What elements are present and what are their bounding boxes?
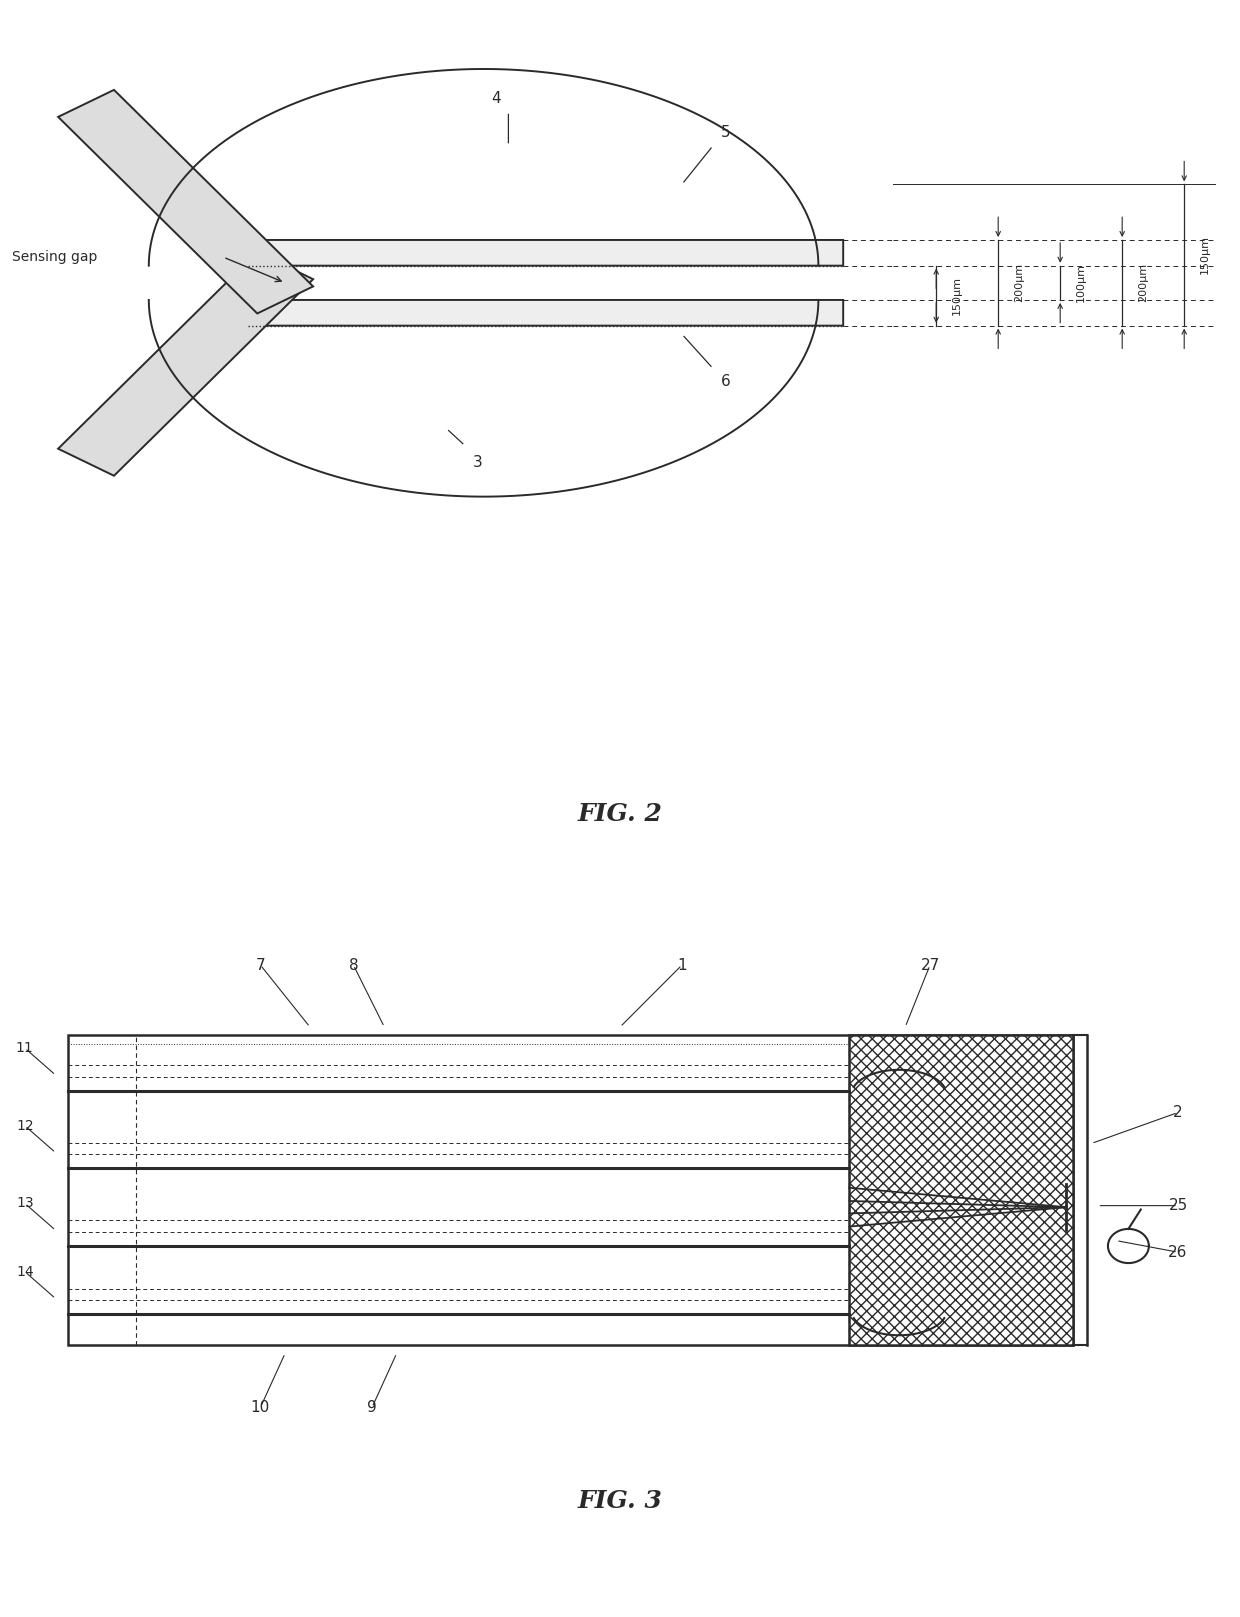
Text: 200μm: 200μm [1014, 264, 1024, 302]
Text: 12: 12 [16, 1119, 33, 1132]
Text: 26: 26 [1168, 1245, 1188, 1260]
Bar [68, 1035, 1073, 1345]
Text: 3: 3 [472, 456, 482, 471]
Text: 150μm: 150μm [952, 277, 962, 315]
Polygon shape [248, 301, 843, 325]
Text: 11: 11 [16, 1041, 33, 1054]
Text: 7: 7 [255, 957, 265, 972]
Text: FIG. 2: FIG. 2 [578, 802, 662, 826]
Text: Sensing gap: Sensing gap [12, 251, 98, 264]
Polygon shape [248, 239, 843, 265]
Text: 14: 14 [16, 1264, 33, 1279]
Text: 2: 2 [1173, 1104, 1183, 1121]
Text: 150μm: 150μm [1200, 236, 1210, 275]
Text: 9: 9 [367, 1400, 377, 1415]
Text: 100μm: 100μm [1076, 264, 1086, 302]
Text: 10: 10 [250, 1400, 270, 1415]
Text: 8: 8 [348, 957, 358, 972]
Text: 27: 27 [920, 957, 940, 972]
Polygon shape [58, 252, 314, 475]
Polygon shape [58, 91, 314, 314]
Text: FIG. 3: FIG. 3 [578, 1489, 662, 1512]
Text: 200μm: 200μm [1138, 264, 1148, 302]
Text: 13: 13 [16, 1197, 33, 1210]
Text: 25: 25 [1168, 1198, 1188, 1213]
Text: 5: 5 [720, 126, 730, 141]
Text: 1: 1 [677, 957, 687, 972]
Bar [849, 1035, 1073, 1345]
Text: 6: 6 [720, 374, 730, 388]
Text: 4: 4 [491, 91, 501, 107]
